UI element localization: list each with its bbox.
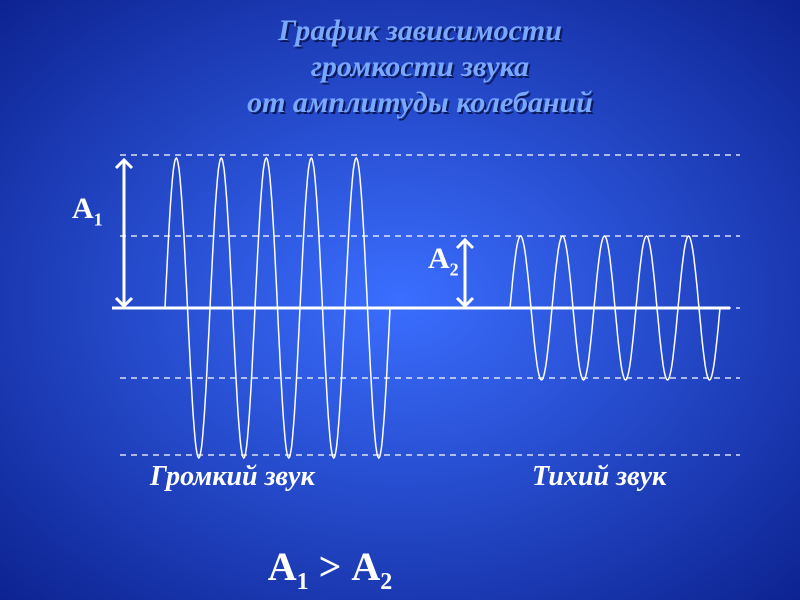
caption-quiet: Тихий звук — [532, 461, 667, 492]
footer-inequality: А1 > А2 — [268, 544, 393, 595]
title-line-0: График зависимости — [277, 14, 562, 47]
diagram: График зависимостиГрафик зависимостигром… — [0, 0, 800, 600]
title-line-1: громкости звука — [311, 50, 529, 83]
title-line-2: от амплитуды колебаний — [247, 86, 593, 119]
caption-loud: Громкий звук — [149, 461, 315, 492]
